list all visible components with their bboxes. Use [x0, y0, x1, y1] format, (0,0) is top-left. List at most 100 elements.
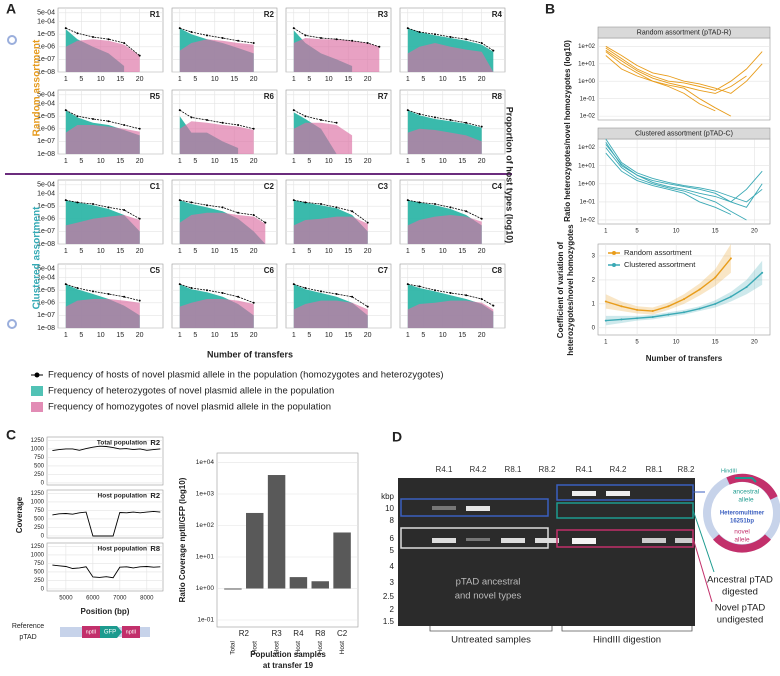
gel-band	[572, 491, 596, 496]
gel-band	[675, 538, 693, 543]
total-point	[76, 286, 79, 289]
x-tick-label: 10	[439, 158, 447, 165]
panel-label: B	[545, 1, 555, 17]
total-point	[206, 34, 208, 37]
plot-area	[597, 37, 771, 121]
y-tick-label: 1e-07	[37, 228, 55, 235]
total-point	[252, 42, 255, 45]
gene-label: nptII	[86, 629, 97, 635]
y-tick-label: 3	[592, 254, 596, 260]
legend-swatch	[31, 386, 43, 396]
panel-label: C5	[150, 266, 161, 275]
gene-label: nptII	[126, 629, 137, 635]
total-point	[406, 199, 409, 202]
y-tick-label: 1250	[31, 544, 45, 550]
y-tick-label: 1e+02	[196, 522, 215, 529]
y-tick-label: 500	[34, 570, 45, 576]
y-tick-label: 750	[34, 561, 45, 567]
area	[65, 215, 140, 244]
bar	[267, 475, 286, 589]
x-tick-label: 15	[458, 158, 466, 165]
x-tick-label: 10	[325, 332, 333, 339]
total-point	[64, 27, 67, 30]
x-tick-label: 5	[193, 158, 197, 165]
x-tick-label: 20	[364, 158, 372, 165]
axis-title: heterozygotes/novel homozygotes	[566, 224, 575, 356]
total-point	[221, 206, 224, 209]
x-tick-label: 1	[604, 229, 608, 235]
y-tick-label: 5e-04	[37, 266, 55, 273]
plasmid-label: allele	[738, 497, 754, 504]
panel-label: R1	[150, 10, 161, 19]
axis-title: Population samples	[250, 650, 326, 659]
x-tick-label: Host	[317, 641, 324, 655]
total-point	[406, 27, 409, 30]
x-tick-label: 1	[292, 158, 296, 165]
y-tick-label: 1e-01	[580, 199, 596, 205]
x-tick-label: 15	[230, 248, 238, 255]
connector	[692, 509, 715, 573]
x-tick-label: 8000	[140, 596, 154, 602]
group-label: R2	[239, 629, 250, 638]
panel-label: R2	[264, 10, 275, 19]
x-tick-label: 5	[193, 76, 197, 83]
axis-title: Ratio heterozygotes/novel homozygotes (l…	[563, 40, 572, 222]
x-tick-label: 15	[116, 76, 124, 83]
y-tick-label: 1250	[31, 491, 45, 497]
y-tick-label: 1e+03	[196, 491, 215, 498]
total-point	[418, 285, 421, 288]
ladder-label: 3	[390, 578, 395, 587]
gene-box	[122, 626, 140, 638]
panel-label: C2	[264, 182, 275, 191]
total-point	[123, 42, 126, 45]
x-tick-label: 5	[79, 76, 83, 83]
ladder-label: 10	[385, 504, 394, 513]
panel-label: C7	[378, 266, 389, 275]
gel-band	[642, 538, 666, 543]
y-tick-label: 5e-04	[37, 182, 55, 189]
x-tick-label: 10	[97, 158, 105, 165]
area	[407, 43, 494, 72]
total-point	[418, 112, 421, 115]
bar	[246, 512, 264, 589]
highlight-box	[400, 527, 549, 549]
total-point	[107, 292, 110, 295]
plot-title: Host population	[98, 546, 147, 553]
callout: Ancestral pTAD	[707, 575, 773, 586]
x-tick-label: 20	[136, 158, 144, 165]
x-tick-label: 15	[344, 248, 352, 255]
point	[745, 286, 748, 289]
y-tick-label: 1e-01	[197, 617, 214, 624]
x-tick-label: 20	[478, 158, 486, 165]
x-tick-label: 15	[344, 158, 352, 165]
total-point	[292, 199, 295, 202]
x-tick-label: 10	[211, 76, 219, 83]
x-tick-label: Host	[251, 641, 258, 655]
total-point	[206, 118, 208, 121]
total-point	[221, 291, 224, 294]
x-tick-label: Host	[273, 641, 280, 655]
gel-band	[535, 538, 559, 543]
total-point	[252, 301, 255, 304]
lane-label: R8.1	[646, 465, 663, 474]
total-point	[465, 38, 468, 41]
total-point	[221, 121, 224, 124]
lane-label: R8.1	[505, 465, 522, 474]
x-tick-label: 20	[751, 229, 758, 235]
lane-label: R4.2	[470, 465, 487, 474]
y-tick-label: 1e-07	[37, 312, 55, 319]
total-line	[179, 109, 254, 130]
legend-swatch	[612, 263, 616, 267]
strip-title: Clustered assortment (pTAD-C)	[635, 130, 733, 137]
legend-label: Clustered assortment	[624, 260, 696, 269]
y-tick-label: 1e-04	[37, 190, 55, 197]
point	[729, 295, 732, 298]
plasmid-label: Heteromultimer	[720, 511, 765, 517]
panel-label: C4	[492, 182, 503, 191]
x-tick-label: 1	[604, 340, 608, 346]
group-label: R3	[271, 629, 282, 638]
x-tick-label: 5	[79, 158, 83, 165]
y-tick-label: 1e-06	[37, 44, 55, 51]
y-tick-label: 1e-02	[580, 114, 596, 120]
x-tick-label: 5	[421, 158, 425, 165]
